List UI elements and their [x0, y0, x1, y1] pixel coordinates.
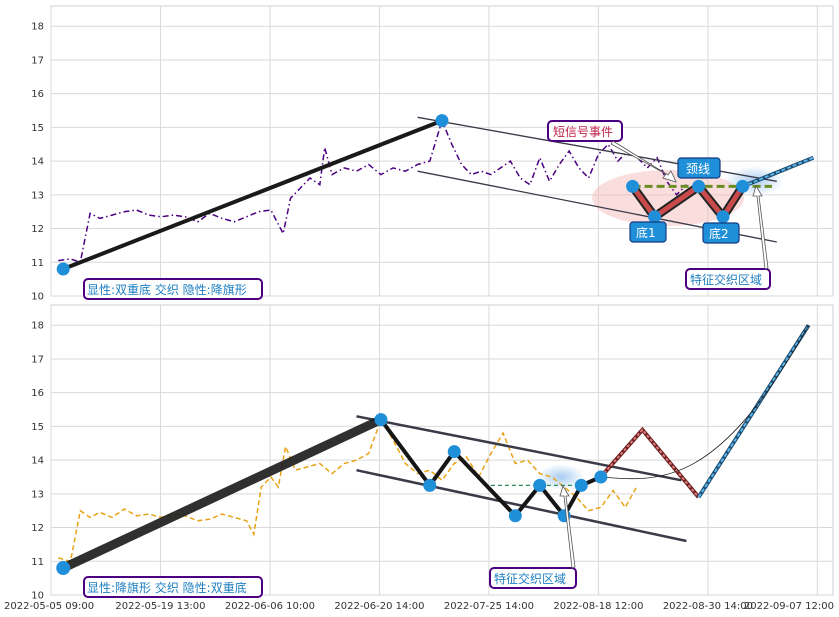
bottom2-label: 底2: [709, 226, 729, 241]
neckline-callout: 颈线: [677, 157, 721, 179]
y-tick-label: 10: [31, 591, 44, 602]
bottom-pattern-info-text: 显性:降旗形 交织 隐性:双重底: [87, 580, 247, 595]
x-tick-label: 2022-06-06 10:00: [225, 601, 315, 612]
x-ticks: 2022-05-05 09:00 2022-05-19 13:00 2022-06-…: [4, 601, 834, 612]
y-tick-label: 12: [31, 224, 44, 235]
top-pattern-info-label: 显性:双重底 交织 隐性:降旗形: [83, 278, 263, 300]
top-pattern-points: [56, 114, 750, 276]
projection-line: [697, 324, 810, 498]
y-tick-label: 14: [31, 456, 44, 467]
pattern-point: [423, 478, 437, 492]
bottom1-callout: 底1: [629, 221, 667, 243]
x-tick-label: 2022-09-07 12:00: [744, 601, 834, 612]
y-tick-label: 18: [31, 22, 44, 33]
pattern-point: [626, 179, 640, 193]
projection-curve: [600, 325, 809, 480]
y-tick-label: 10: [31, 292, 44, 303]
pattern-point: [574, 478, 588, 492]
bottom-price-series: [58, 417, 639, 563]
y-tick-label: 14: [31, 157, 44, 168]
pattern-point: [692, 179, 706, 193]
y-tick-label: 18: [31, 321, 44, 332]
pattern-point: [648, 210, 662, 224]
bottom-y-ticks: 10 11 12 13 14 15 16 17 18: [31, 321, 44, 602]
top-price-series: [58, 118, 687, 264]
event-callout: 短信号事件: [547, 120, 677, 183]
pattern-point: [56, 561, 71, 576]
y-tick-label: 17: [31, 55, 44, 66]
x-tick-label: 2022-07-25 14:00: [444, 601, 534, 612]
x-tick-label: 2022-08-30 14:00: [663, 601, 753, 612]
pattern-point: [716, 210, 730, 224]
bottom-projection: [599, 324, 811, 499]
y-tick-label: 11: [31, 557, 44, 568]
zone-highlight-bottom: [537, 464, 585, 490]
event-label: 短信号事件: [553, 125, 613, 139]
pattern-point: [374, 413, 388, 427]
trend-line: [58, 415, 386, 573]
y-tick-label: 13: [31, 489, 44, 500]
top-panel: [56, 114, 815, 276]
pattern-point: [435, 114, 449, 128]
top-y-ticks: 10 11 12 13 14 15 16 17 18: [31, 22, 44, 303]
y-tick-label: 16: [31, 89, 44, 100]
trend-line: [61, 118, 444, 271]
pattern-point: [56, 262, 70, 276]
y-tick-label: 17: [31, 354, 44, 365]
pattern-point: [533, 478, 547, 492]
pattern-point: [736, 179, 750, 193]
projection-line: [742, 156, 814, 188]
pattern-point: [447, 445, 461, 459]
top-pattern-info-text: 显性:双重底 交织 隐性:降旗形: [87, 282, 247, 297]
top-zone-callout: 特征交织区域: [685, 185, 771, 290]
bottom-pattern-info-label: 显性:降旗形 交织 隐性:双重底: [83, 576, 263, 598]
x-tick-label: 2022-05-19 13:00: [115, 601, 205, 612]
y-tick-label: 12: [31, 523, 44, 534]
bottom-pattern-points: [56, 413, 608, 576]
y-tick-label: 11: [31, 258, 44, 269]
price-line: [58, 118, 687, 264]
bottom-zone-label: 特征交织区域: [494, 571, 566, 586]
bottom1-label: 底1: [636, 225, 656, 240]
projection-line: [600, 428, 700, 498]
price-line: [58, 417, 639, 563]
bottom2-callout: 底2: [702, 222, 740, 244]
pattern-point: [508, 509, 522, 523]
y-tick-label: 15: [31, 123, 44, 134]
pattern-point: [594, 470, 608, 484]
bottom-panel-frame: [50, 304, 834, 596]
top-panel-frame: [50, 5, 834, 297]
y-tick-label: 16: [31, 388, 44, 399]
x-tick-label: 2022-06-20 14:00: [334, 601, 424, 612]
bottom-zone-callout: 特征交织区域: [489, 485, 577, 589]
y-tick-label: 13: [31, 190, 44, 201]
channel-upper-line: [356, 415, 682, 482]
y-tick-label: 15: [31, 422, 44, 433]
bottom-panel: [56, 324, 811, 576]
x-tick-label: 2022-05-05 09:00: [4, 601, 94, 612]
x-tick-label: 2022-08-18 12:00: [553, 601, 643, 612]
top-zone-label: 特征交织区域: [690, 272, 762, 287]
neckline-label: 颈线: [686, 162, 710, 176]
top-projection: [741, 155, 815, 189]
